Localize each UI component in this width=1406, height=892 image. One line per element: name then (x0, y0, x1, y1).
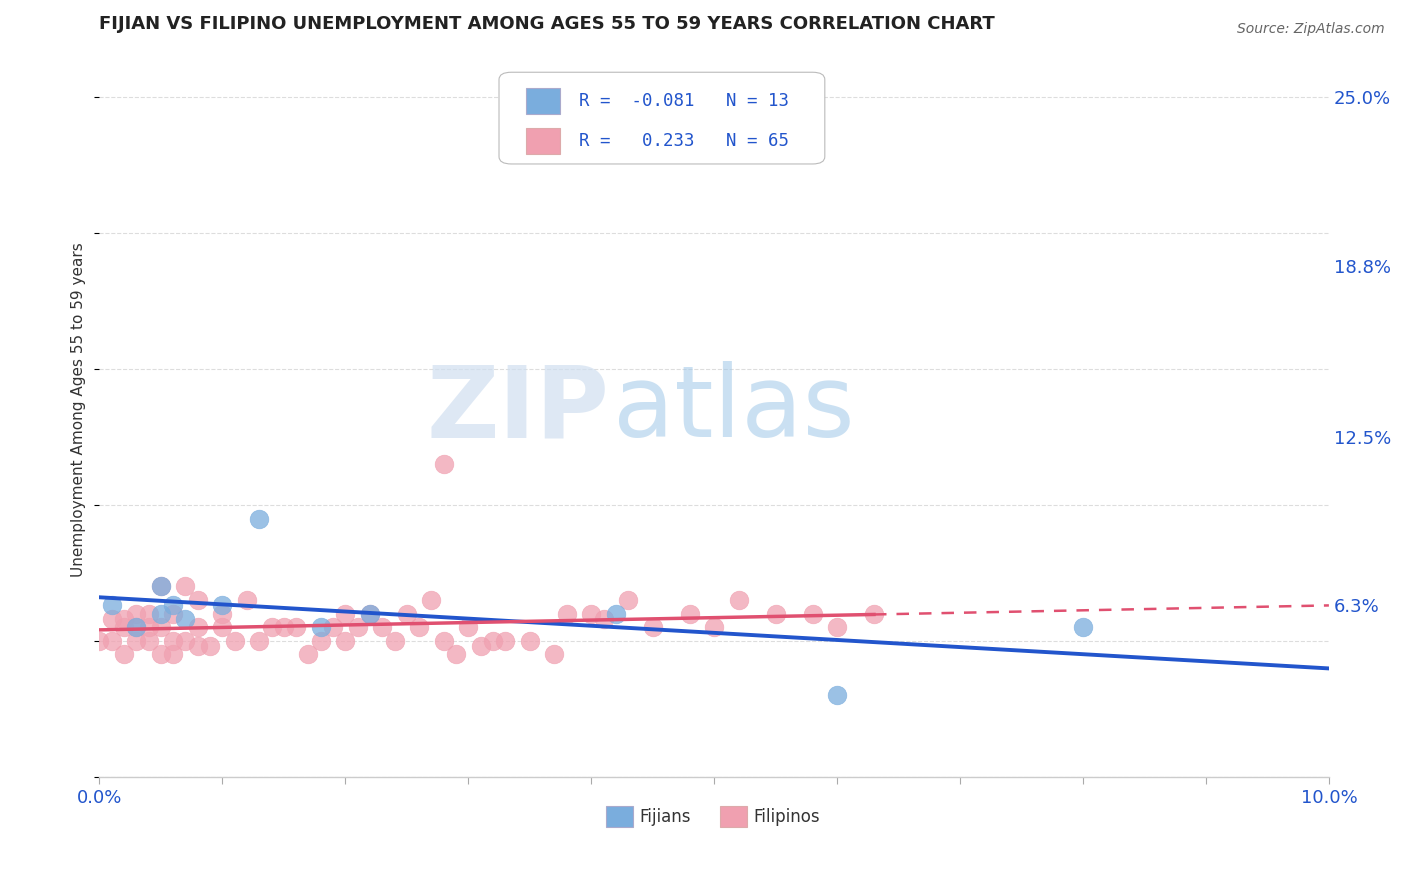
Point (247, 511, 270, 525)
Point (519, 633, 541, 648)
Point (211, 620, 233, 634)
Point (138, 620, 160, 634)
Point (297, 648, 319, 662)
Point (125, 620, 148, 634)
Point (149, 579, 172, 593)
Point (335, 607, 357, 621)
Point (285, 620, 308, 634)
Point (112, 612, 135, 626)
Point (470, 639, 492, 653)
Point (543, 648, 565, 662)
Point (371, 620, 394, 634)
Point (359, 607, 381, 621)
Point (273, 620, 295, 634)
Point (617, 593, 640, 607)
Point (174, 579, 197, 593)
Point (801, 607, 824, 621)
Point (703, 620, 725, 634)
Point (420, 593, 443, 607)
Point (125, 620, 148, 634)
Point (335, 633, 357, 648)
Bar (720, 806, 748, 827)
Point (825, 620, 848, 634)
Point (149, 607, 172, 621)
Point (174, 633, 197, 648)
Point (247, 633, 270, 648)
Bar (526, 88, 561, 114)
Point (198, 639, 221, 653)
Point (224, 633, 246, 648)
Point (260, 620, 283, 634)
Point (579, 607, 602, 621)
Point (359, 607, 381, 621)
Point (100, 633, 122, 648)
Point (825, 688, 848, 702)
Point (100, 599, 122, 613)
Point (384, 633, 406, 648)
Point (408, 620, 430, 634)
Point (457, 620, 479, 634)
Point (100, 612, 122, 626)
Point (211, 607, 233, 621)
Text: Filipinos: Filipinos (754, 808, 820, 826)
Point (162, 633, 184, 648)
Point (162, 648, 184, 662)
Point (149, 579, 172, 593)
Y-axis label: Unemployment Among Ages 55 to 59 years: Unemployment Among Ages 55 to 59 years (72, 243, 86, 577)
Point (592, 612, 614, 626)
Point (482, 633, 505, 648)
Point (555, 607, 578, 621)
Point (149, 648, 172, 662)
Point (322, 620, 344, 634)
Point (112, 620, 135, 634)
Text: atlas: atlas (613, 361, 855, 458)
Point (346, 620, 368, 634)
Point (162, 599, 184, 613)
Point (395, 607, 418, 621)
Point (125, 633, 148, 648)
Point (125, 607, 148, 621)
Point (162, 607, 184, 621)
Point (1071, 620, 1094, 634)
Point (211, 599, 233, 613)
Point (138, 607, 160, 621)
Point (138, 633, 160, 648)
Point (187, 639, 209, 653)
Point (149, 620, 172, 634)
Text: FIJIAN VS FILIPINO UNEMPLOYMENT AMONG AGES 55 TO 59 YEARS CORRELATION CHART: FIJIAN VS FILIPINO UNEMPLOYMENT AMONG AG… (100, 15, 995, 33)
Point (433, 457, 456, 471)
Point (494, 633, 516, 648)
Bar (526, 128, 561, 154)
Point (236, 593, 259, 607)
Point (174, 612, 197, 626)
Point (863, 607, 886, 621)
Text: Source: ZipAtlas.com: Source: ZipAtlas.com (1237, 22, 1385, 37)
Text: R =  -0.081   N = 13: R = -0.081 N = 13 (579, 92, 789, 110)
Point (112, 648, 135, 662)
Point (605, 607, 627, 621)
Point (765, 607, 787, 621)
Text: Fijians: Fijians (640, 808, 690, 826)
Text: R =   0.233   N = 65: R = 0.233 N = 65 (579, 132, 789, 150)
Point (309, 620, 332, 634)
Point (187, 620, 209, 634)
Point (309, 633, 332, 648)
FancyBboxPatch shape (499, 72, 825, 164)
Point (727, 593, 749, 607)
Point (641, 620, 664, 634)
Point (433, 633, 456, 648)
Point (444, 648, 467, 662)
Text: ZIP: ZIP (427, 361, 610, 458)
Bar (606, 806, 633, 827)
Point (89, 633, 111, 648)
Point (187, 593, 209, 607)
Point (678, 607, 700, 621)
